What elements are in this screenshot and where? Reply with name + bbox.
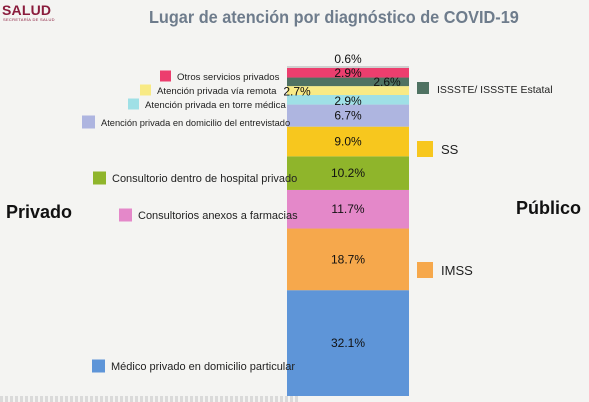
- bar-value-label-4: 9.0%: [334, 134, 362, 148]
- legend-label-5: Atención privada en domicilio del entrev…: [101, 118, 290, 128]
- legend-swatch-5: [82, 115, 95, 129]
- bar-value-label-1: 18.7%: [331, 252, 365, 266]
- legend-swatch-3: [93, 171, 106, 185]
- legend-label-0: Médico privado en domicilio particular: [111, 361, 295, 373]
- bar-segment-3: [287, 156, 409, 190]
- bar-value-label-7: 2.7%: [283, 85, 311, 99]
- bar-value-label-2: 11.7%: [331, 202, 364, 216]
- bar-segment-4: [287, 126, 409, 157]
- legend-label-2: Consultorios anexos a farmacias: [138, 210, 298, 222]
- bar-value-label-10: 0.6%: [334, 52, 362, 66]
- bar-value-label-3: 10.2%: [331, 166, 365, 180]
- logo-text: SALUD: [2, 2, 52, 18]
- page-title: Lugar de atención por diagnóstico de COV…: [148, 7, 519, 27]
- legend-swatch-8: [417, 82, 429, 94]
- bar-segment-8: [287, 77, 409, 87]
- bar-value-label-9: 2.9%: [334, 66, 362, 80]
- legend-label-9: Otros servicios privados: [177, 72, 280, 83]
- legend-swatch-0: [92, 359, 105, 373]
- legend-label-1: IMSS: [441, 263, 473, 278]
- bar-segment-1: [287, 228, 409, 291]
- bar-value-label-8: 2.6%: [373, 75, 401, 89]
- side-label-publico: Público: [516, 198, 582, 218]
- bar-segment-0: [287, 290, 409, 396]
- legend-label-3: Consultorio dentro de hospital privado: [112, 173, 297, 185]
- bar-segment-10: [287, 66, 409, 68]
- legend-label-6: Atención privada en torre médica: [145, 100, 286, 111]
- legend-swatch-7: [140, 84, 151, 96]
- logo-subtext: SECRETARÍA DE SALUD: [3, 17, 55, 22]
- bar-value-label-0: 32.1%: [331, 336, 365, 350]
- legend-label-7: Atención privada vía remota: [157, 86, 277, 97]
- bar-segment-6: [287, 95, 409, 105]
- bar-segment-2: [287, 189, 409, 229]
- legend-swatch-9: [160, 70, 171, 82]
- bar-segment-7: [287, 86, 409, 96]
- logo: SALUD SECRETARÍA DE SALUD: [2, 2, 62, 24]
- footer-decoration: [0, 396, 300, 402]
- bar-value-label-5: 6.7%: [334, 109, 362, 123]
- legend-swatch-1: [417, 262, 433, 278]
- side-label-privado: Privado: [6, 202, 73, 222]
- legend-swatch-2: [119, 208, 132, 222]
- bar-segment-9: [287, 67, 409, 78]
- bar-value-label-6: 2.9%: [334, 94, 362, 108]
- legend-label-4: SS: [441, 142, 459, 157]
- legend-swatch-4: [417, 141, 433, 157]
- bar-segment-5: [287, 104, 409, 127]
- legend-swatch-6: [128, 98, 139, 110]
- legend-label-8: ISSSTE/ ISSSTE Estatal: [437, 84, 553, 96]
